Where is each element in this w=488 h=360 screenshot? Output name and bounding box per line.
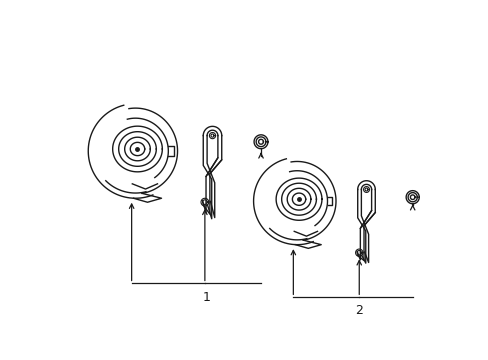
Text: 1: 1 (203, 291, 211, 304)
Text: 2: 2 (354, 304, 362, 317)
